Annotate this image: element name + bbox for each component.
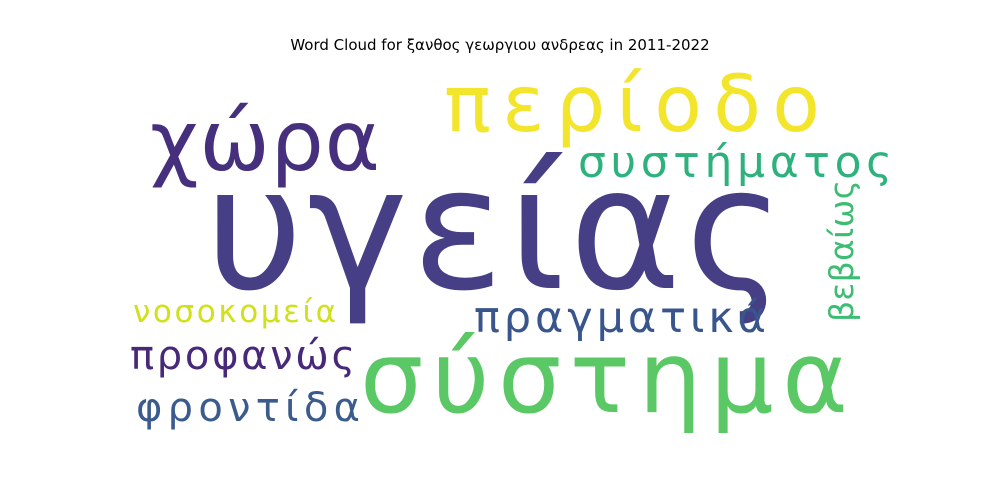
cloud-word: περίοδο xyxy=(444,60,820,150)
cloud-word: φροντίδα xyxy=(136,385,360,431)
cloud-word: βεβαίως xyxy=(822,180,861,322)
chart-title: Word Cloud for ξανθος γεωργιου ανδρεας i… xyxy=(290,36,710,54)
cloud-word: χώρα xyxy=(150,92,380,190)
cloud-word: νοσοκομεία xyxy=(133,294,336,330)
cloud-word: σύστημα xyxy=(360,319,848,436)
cloud-word: υγείας xyxy=(205,131,785,329)
cloud-word: προφανώς xyxy=(130,333,355,379)
cloud-word: πραγματικά xyxy=(474,293,766,343)
